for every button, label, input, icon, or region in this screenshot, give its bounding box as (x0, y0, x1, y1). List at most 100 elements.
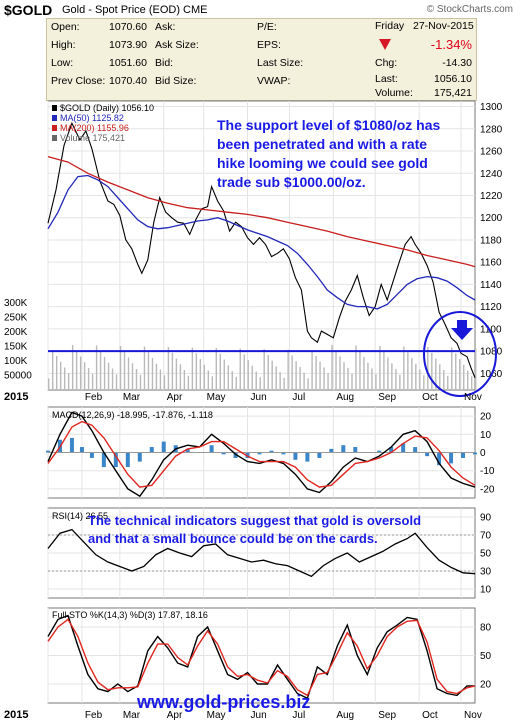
volume-tick-label: 250K (4, 313, 28, 324)
volume-bar (459, 359, 461, 390)
volume-tick-label: 100K (4, 356, 28, 367)
histogram-bar (101, 452, 106, 468)
description-text: Gold - Spot Price (EOD) (62, 4, 180, 16)
volume-bar (271, 360, 273, 390)
volume-bar (355, 345, 357, 390)
low-value: 1051.60 (109, 57, 147, 69)
price-xtick-label: Jul (292, 392, 305, 403)
volume-bar (75, 350, 78, 390)
volume-bar (435, 358, 437, 390)
histogram-bar (281, 452, 286, 455)
volume-bar (171, 352, 174, 390)
rsi-panel-ytick-label: 90 (480, 513, 492, 524)
volume-bar (335, 350, 337, 390)
volume-bar (431, 352, 433, 390)
histogram-bar (113, 452, 118, 468)
vwap-label: VWAP: (257, 75, 291, 87)
price-xtick-label: Oct (422, 392, 438, 403)
volume-bar (195, 353, 198, 390)
sto-xtick-label: Oct (422, 710, 438, 721)
volume-bar (287, 349, 289, 390)
support-note: The support level of $1080/oz has been p… (217, 116, 440, 192)
volume-bar (411, 358, 413, 390)
histogram-bar (437, 452, 442, 466)
highlight-circle (423, 311, 497, 397)
price-xtick-label: May (207, 392, 226, 403)
volume-tick-label: 200K (4, 327, 28, 338)
histogram-bar (425, 452, 430, 457)
chart-header: $GOLD Gold - Spot Price (EOD) CME © Stoc… (0, 0, 521, 18)
histogram-bar (413, 447, 418, 453)
volume-bar (211, 376, 214, 390)
volume-bar (467, 370, 469, 390)
volume-bar (123, 351, 126, 390)
price-panel-ytick-label: 1300 (480, 102, 503, 113)
volume-bar (371, 368, 373, 390)
volume-bar (379, 346, 381, 390)
volume-bar (143, 346, 146, 390)
price-xtick-label: Sep (378, 392, 396, 403)
volume-bar (219, 353, 221, 390)
price-panel-ytick-label: 1100 (480, 324, 502, 335)
histogram-bar (161, 441, 166, 453)
legend-label: $GOLD (Daily) 1056.10 (60, 103, 154, 113)
volume-bar (191, 347, 194, 390)
price-xtick-label: Jun (251, 392, 267, 403)
sto-xtick-label: Sep (378, 710, 396, 721)
rsi-legend: RSI(14) 26.55 (52, 511, 108, 521)
volume-bar (231, 371, 233, 390)
macd-panel-ytick-label: 0 (480, 448, 486, 459)
legend-swatch (52, 115, 57, 121)
volume-bar (119, 346, 122, 390)
volume-bar (99, 351, 102, 390)
volume-bar (279, 372, 281, 390)
legend-swatch (52, 135, 57, 141)
histogram-bar (461, 452, 466, 458)
price-panel-ytick-label: 1220 (480, 191, 503, 202)
volume-bar (55, 355, 58, 390)
series-k (47, 614, 475, 700)
pe-label: P/E: (257, 21, 277, 33)
support-note-line: trade sub $1000.00/oz. (217, 174, 366, 190)
volume-bar (127, 357, 130, 390)
price-xtick-label: Aug (336, 392, 354, 403)
histogram-bar (149, 447, 154, 453)
volume-bar (263, 349, 265, 390)
volume-bar (71, 344, 74, 390)
sto-xtick-label: Jun (251, 710, 267, 721)
macd-panel-ytick-label: -10 (480, 466, 495, 477)
brand-credit: © StockCharts.com (426, 4, 513, 15)
price-panel-ytick-label: 1120 (480, 302, 502, 313)
indicator-note-line: The technical indicators suggest that go… (88, 513, 422, 528)
volume-bar (187, 375, 190, 390)
histogram-bar (401, 443, 406, 453)
sto-xtick-label: Apr (167, 710, 183, 721)
series-signal (47, 420, 476, 488)
volume-bar (111, 368, 114, 390)
series-rsi (47, 528, 476, 578)
volume-bar (199, 359, 202, 390)
last-value: 1056.10 (434, 73, 472, 85)
high-value: 1073.90 (109, 39, 147, 51)
volume-bar (455, 353, 457, 390)
website-link[interactable]: www.gold-prices.biz (137, 692, 311, 712)
rsi-panel-ytick-label: 50 (480, 549, 492, 560)
sto-legend: Full STO %K(14,3) %D(3) 17.87, 18.16 (52, 610, 208, 620)
quote-box: Open: 1070.60 High: 1073.90 Low: 1051.60… (46, 18, 477, 101)
histogram-bar (125, 452, 130, 468)
prev-close-value: 1070.40 (109, 75, 147, 87)
chg-value: -14.30 (442, 57, 472, 69)
series-macd (47, 411, 476, 498)
histogram-bar (257, 452, 262, 455)
volume-bar (175, 358, 178, 390)
volume-bar (323, 367, 325, 390)
histogram-bar (137, 452, 142, 462)
volume-bar (267, 354, 269, 390)
price-panel-ytick-label: 1200 (480, 213, 503, 224)
price-panel-ytick-label: 1140 (480, 280, 502, 291)
volume-bar (251, 365, 253, 390)
histogram-bar (69, 437, 74, 453)
rsi-panel-ytick-label: 70 (480, 531, 492, 542)
volume-bar (79, 356, 82, 390)
sto-xtick-label: Jul (292, 710, 305, 721)
